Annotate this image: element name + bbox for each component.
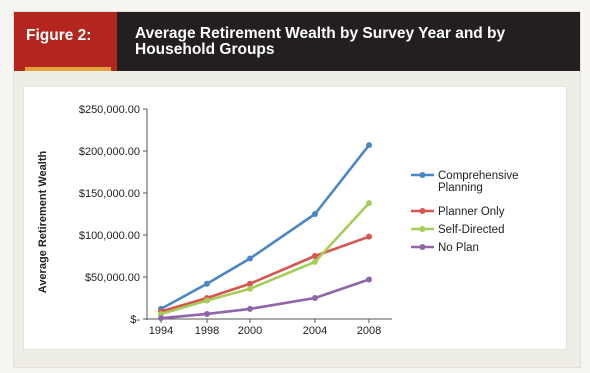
figure-label-underline bbox=[25, 67, 111, 71]
y-tick-label: $250,000.00 bbox=[79, 104, 140, 116]
data-point-planner-only bbox=[312, 253, 318, 259]
data-point-no-plan bbox=[312, 295, 318, 301]
data-point-self-directed bbox=[366, 200, 372, 207]
legend-item-self-directed: Self-Directed bbox=[411, 224, 504, 236]
data-point-comprehensive-planning bbox=[247, 255, 253, 262]
x-tick-label: 2000 bbox=[238, 325, 262, 337]
data-point-comprehensive-planning bbox=[366, 142, 372, 149]
data-point-self-directed bbox=[247, 285, 253, 292]
legend-label: Planner Only bbox=[438, 206, 505, 218]
x-tick-label: 2008 bbox=[357, 325, 381, 337]
figure-title: Average Retirement Wealth by Survey Year… bbox=[135, 25, 506, 58]
figure-label: Figure 2: bbox=[14, 12, 117, 71]
chart-area: $- $50,000.00 $100,000.00 $150,000.00 $200,0… bbox=[24, 87, 566, 349]
figure-label-text: Figure 2: bbox=[26, 27, 92, 44]
y-tick-label: $150,000.00 bbox=[79, 188, 140, 200]
legend-label: No Plan bbox=[438, 242, 479, 254]
legend-item-no-plan: No Plan bbox=[411, 242, 479, 254]
data-point-comprehensive-planning bbox=[204, 280, 210, 287]
y-tick-label: $200,000.00 bbox=[79, 146, 140, 158]
y-tick-label: $- bbox=[130, 314, 140, 326]
data-point-no-plan bbox=[366, 276, 372, 283]
legend-item-planner-only: Planner Only bbox=[411, 206, 505, 218]
legend-swatch-marker bbox=[419, 172, 426, 178]
legend-swatch-marker bbox=[419, 244, 426, 250]
series-line-self-directed bbox=[160, 202, 370, 316]
y-tick-label: $50,000.00 bbox=[85, 272, 140, 284]
series-line-no-plan bbox=[160, 278, 370, 320]
legend-label: Comprehensive Planning bbox=[438, 170, 519, 194]
series-line-comprehensive-planning bbox=[160, 144, 371, 311]
data-point-no-plan bbox=[158, 315, 164, 322]
data-point-self-directed bbox=[312, 258, 318, 265]
data-point-no-plan bbox=[247, 305, 253, 312]
x-tick-label: 1998 bbox=[195, 325, 219, 337]
legend-label: Self-Directed bbox=[438, 224, 504, 236]
data-point-self-directed bbox=[204, 297, 210, 304]
line-chart: $- $50,000.00 $100,000.00 $150,000.00 $200,0… bbox=[37, 104, 519, 337]
legend-item-comprehensive-planning: Comprehensive Planning bbox=[411, 170, 519, 194]
x-tick-label: 2004 bbox=[303, 325, 327, 337]
data-point-no-plan bbox=[204, 310, 210, 317]
x-tick-label: 1994 bbox=[149, 325, 173, 337]
y-axis-label: Average Retirement Wealth bbox=[37, 151, 49, 294]
data-point-comprehensive-planning bbox=[312, 211, 318, 217]
legend-swatch-marker bbox=[419, 226, 426, 232]
data-point-planner-only bbox=[247, 280, 253, 287]
legend-swatch-marker bbox=[419, 208, 426, 214]
y-tick-label: $100,000.00 bbox=[79, 230, 140, 242]
data-point-self-directed bbox=[158, 310, 164, 317]
figure-header: Figure 2: Average Retirement Wealth by S… bbox=[14, 12, 580, 71]
data-point-planner-only bbox=[366, 233, 372, 240]
